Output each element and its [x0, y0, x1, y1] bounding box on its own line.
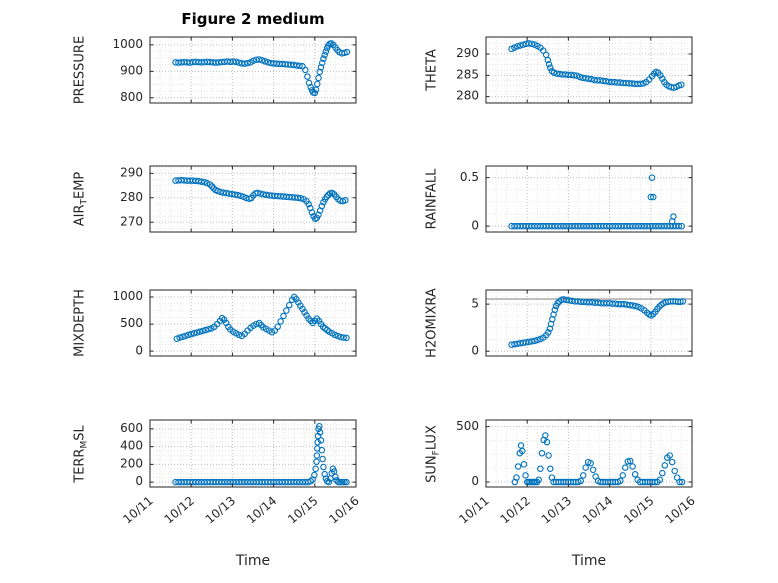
subplot-h2omixra: H2OMIXRA — [425, 284, 700, 362]
time-axis-label-right: Time — [571, 553, 607, 569]
ylabel-subscript: T — [79, 199, 90, 205]
subplot-rainfall: RAINFALL — [425, 160, 700, 238]
airtemp-axis-label: AIRTEMP — [72, 171, 90, 227]
theta-plot — [434, 31, 700, 109]
sunflux-plot — [434, 414, 700, 545]
ylabel-text: MIXDEPTH — [72, 289, 88, 357]
rainfall-axis-label: RAINFALL — [425, 169, 440, 230]
ylabel-text: H2OMIXRA — [424, 288, 440, 358]
ylabel-text: TERR — [72, 448, 88, 483]
subplot-sunflux: SUNFLUX — [425, 414, 700, 545]
pressure-plot — [98, 31, 364, 109]
figure-title: Figure 2 medium — [181, 10, 325, 28]
terrmsl-plot — [98, 414, 364, 545]
subplot-airtemp: AIRTEMP — [73, 160, 364, 238]
subplot-terrmsl: TERRMSL — [73, 414, 364, 545]
sunflux-axis-label: SUNFLUX — [424, 424, 442, 483]
subplot-mixdepth: MIXDEPTH — [73, 284, 364, 362]
theta-axis-label: THETA — [425, 49, 440, 91]
mixdepth-plot — [98, 284, 364, 362]
ylabel-text: PRESSURE — [72, 35, 88, 105]
ylabel-text: SUN — [424, 454, 440, 483]
ylabel-subscript: F — [431, 449, 442, 455]
ylabel-subscript: M — [79, 440, 90, 449]
rainfall-plot — [434, 160, 700, 238]
ylabel-text: LUX — [424, 424, 440, 450]
ylabel-text: THETA — [424, 49, 440, 91]
ylabel-text: RAINFALL — [424, 168, 440, 230]
time-axis-label-left: Time — [235, 553, 271, 569]
ylabel-text: EMP — [72, 171, 88, 200]
ylabel-text: SL — [72, 424, 88, 441]
pressure-axis-label: PRESSURE — [73, 36, 88, 104]
airtemp-plot — [98, 160, 364, 238]
subplot-pressure: PRESSURE — [73, 31, 364, 109]
terrmsl-axis-label: TERRMSL — [72, 424, 90, 483]
h2omixra-axis-label: H2OMIXRA — [425, 288, 440, 358]
mixdepth-axis-label: MIXDEPTH — [73, 289, 88, 357]
ylabel-text: AIR — [72, 204, 88, 227]
subplot-theta: THETA — [425, 31, 700, 109]
h2omixra-plot — [434, 284, 700, 362]
